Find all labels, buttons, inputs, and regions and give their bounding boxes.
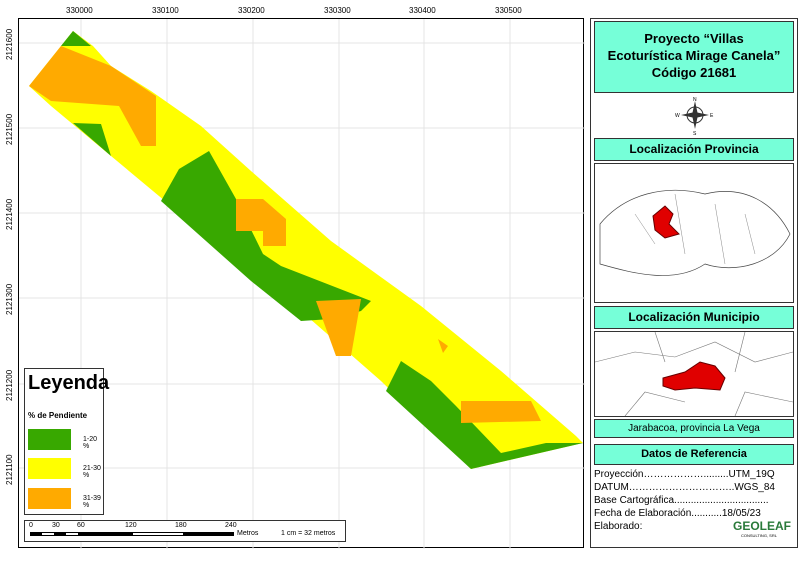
x-tick: 330400 bbox=[409, 6, 436, 15]
x-tick: 330200 bbox=[238, 6, 265, 15]
legend-swatch bbox=[28, 488, 71, 509]
logo-subtitle: CONSULTING, SRL bbox=[741, 533, 777, 538]
ref-base: Base Cartográfica.......................… bbox=[594, 495, 769, 506]
x-tick: 330300 bbox=[324, 6, 351, 15]
scale-label: 30 bbox=[52, 522, 60, 529]
slope-zone-1-20 bbox=[61, 31, 91, 46]
ref-datum: DATUM…………………………..WGS_84 bbox=[594, 482, 775, 493]
legend-subtitle: % de Pendiente bbox=[28, 411, 88, 420]
legend: Leyenda % de Pendiente 1-20 % 21-30 % 31… bbox=[24, 368, 109, 515]
y-tick: 2121600 bbox=[5, 28, 14, 60]
slope-zone-31-39 bbox=[316, 299, 361, 356]
svg-text:N: N bbox=[693, 97, 697, 103]
scale-label: 120 bbox=[125, 522, 137, 529]
scale-label: 240 bbox=[225, 522, 237, 529]
legend-swatch bbox=[28, 458, 71, 479]
slope-map bbox=[19, 19, 585, 549]
x-tick: 330100 bbox=[152, 6, 179, 15]
municipality-title: Localización Municipio bbox=[594, 306, 794, 329]
legend-label: 21-30 % bbox=[83, 465, 101, 479]
svg-text:S: S bbox=[693, 131, 697, 135]
slope-zone-1-20 bbox=[161, 151, 371, 321]
svg-text:W: W bbox=[675, 113, 680, 119]
province-title: Localización Provincia bbox=[594, 138, 794, 161]
reference-title: Datos de Referencia bbox=[594, 444, 794, 465]
ref-author: Elaborado: bbox=[594, 521, 643, 532]
y-tick: 2121500 bbox=[5, 113, 14, 145]
slope-zone-21-30 bbox=[29, 31, 583, 469]
project-title: Proyecto “Villas Ecoturística Mirage Cane… bbox=[594, 21, 794, 93]
slope-zone-31-39 bbox=[438, 339, 448, 353]
scale-label: 180 bbox=[175, 522, 187, 529]
slope-zone-1-20 bbox=[73, 123, 111, 156]
x-tick: 330000 bbox=[66, 6, 93, 15]
slope-zone-1-20 bbox=[386, 361, 583, 469]
legend-title: Leyenda bbox=[28, 372, 110, 394]
scale-bar: 0 30 60 120 180 240 Metros 1 cm = 32 met… bbox=[24, 520, 346, 542]
scale-unit: Metros bbox=[237, 530, 259, 537]
legend-swatch bbox=[28, 429, 71, 450]
ref-date: Fecha de Elaboración...........18/05/23 bbox=[594, 508, 761, 519]
location-label: Jarabacoa, provincia La Vega bbox=[594, 419, 794, 438]
municipality-locator-map bbox=[594, 331, 794, 417]
info-panel: Proyecto “Villas Ecoturística Mirage Cane… bbox=[590, 18, 798, 548]
y-tick: 2121200 bbox=[5, 369, 14, 401]
compass-rose-icon: N S E W bbox=[675, 97, 714, 135]
map-frame bbox=[18, 18, 585, 549]
scale-label: 60 bbox=[77, 522, 85, 529]
scale-label: 0 bbox=[29, 522, 33, 529]
scale-ratio: 1 cm = 32 metros bbox=[281, 530, 336, 537]
svg-text:E: E bbox=[710, 113, 714, 119]
y-tick: 2121100 bbox=[5, 454, 14, 485]
slope-zone-31-39 bbox=[29, 46, 156, 146]
y-tick: 2121300 bbox=[5, 283, 14, 315]
x-tick: 330500 bbox=[495, 6, 522, 15]
province-locator-map bbox=[594, 163, 794, 303]
legend-label: 31-39 % bbox=[83, 495, 101, 509]
y-tick: 2121400 bbox=[5, 198, 14, 230]
slope-zone-31-39 bbox=[236, 199, 286, 246]
legend-label: 1-20 % bbox=[83, 436, 98, 450]
slope-zone-31-39 bbox=[461, 401, 541, 423]
geoleaf-logo: GEOLEAF bbox=[733, 519, 792, 533]
ref-projection: Proyección……………….........UTM_19Q bbox=[594, 469, 775, 480]
